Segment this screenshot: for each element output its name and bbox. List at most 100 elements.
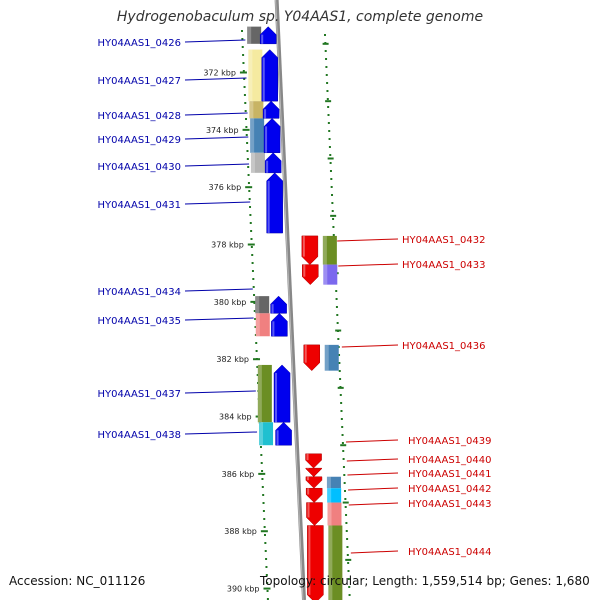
cog-box xyxy=(255,296,270,314)
cog-box xyxy=(250,118,265,153)
accession-value: NC_011126 xyxy=(76,574,146,588)
cog-box xyxy=(250,152,265,173)
gene-arrow[interactable] xyxy=(307,525,324,600)
gene-arrow[interactable] xyxy=(266,172,283,234)
topology-value: circular xyxy=(319,574,365,588)
gene-arrow[interactable] xyxy=(303,344,320,372)
label-leader xyxy=(341,344,399,348)
gene-arrow[interactable] xyxy=(261,49,279,102)
label-leader xyxy=(338,263,399,267)
gene-arrow[interactable] xyxy=(273,364,291,423)
genome-backbone xyxy=(274,0,306,600)
ruler-label: 388 kbp xyxy=(224,527,257,536)
ruler-label: 380 kbp xyxy=(214,298,247,307)
cog-box xyxy=(326,476,341,489)
cog-box xyxy=(259,422,274,446)
topology-label: Topology: xyxy=(260,574,317,588)
cog-box xyxy=(257,364,272,423)
cog-box xyxy=(255,313,270,337)
gene-label[interactable]: HY04AAS1_0436 xyxy=(402,341,485,352)
label-leader xyxy=(184,288,253,292)
gene-label[interactable]: HY04AAS1_0426 xyxy=(98,38,181,49)
gene-label[interactable]: HY04AAS1_0434 xyxy=(98,287,181,298)
gene-arrow[interactable] xyxy=(275,421,292,446)
cog-box xyxy=(327,488,342,503)
gene-arrow[interactable] xyxy=(259,26,277,45)
gene-arrow[interactable] xyxy=(302,264,319,286)
genes-value: 1,680 xyxy=(555,574,590,588)
gene-arrow[interactable] xyxy=(306,502,323,526)
label-leader xyxy=(337,238,399,242)
map-title: Hydrogenobaculum sp. Y04AAS1, complete g… xyxy=(116,9,484,25)
label-leader xyxy=(184,39,246,43)
gene-arrow[interactable] xyxy=(305,467,323,478)
cog-box xyxy=(328,525,343,600)
gene-arrow[interactable] xyxy=(271,312,288,337)
ruler: 372 kbp 374 kbp 376 kbp 378 kbp 380 kbp 382 k… xyxy=(203,42,352,594)
gene-arrow[interactable] xyxy=(305,487,323,503)
cog-box xyxy=(249,101,264,119)
ruler-label: 376 kbp xyxy=(209,183,242,192)
cog-box xyxy=(324,344,339,371)
label-leader xyxy=(346,458,399,462)
gene-arrow[interactable] xyxy=(270,295,287,314)
length-label: Length: xyxy=(372,574,418,588)
gene-arrow[interactable] xyxy=(262,100,280,119)
gene-label[interactable]: HY04AAS1_0443 xyxy=(408,499,491,510)
label-leader xyxy=(348,502,399,506)
gene-label[interactable]: HY04AAS1_0435 xyxy=(98,316,181,327)
gene-label[interactable]: HY04AAS1_0437 xyxy=(98,389,181,400)
ruler-label: 378 kbp xyxy=(211,241,244,250)
label-leader xyxy=(184,136,249,140)
label-leader xyxy=(184,77,247,81)
cog-box xyxy=(247,26,262,44)
accession-label: Accession: xyxy=(9,574,73,588)
gene-labels: HY04AAS1_0426 HY04AAS1_0427 HY04AAS1_0428 H… xyxy=(98,38,492,558)
ruler-label: 382 kbp xyxy=(216,355,249,364)
gene-track xyxy=(259,26,324,600)
gene-label[interactable]: HY04AAS1_0427 xyxy=(98,76,181,87)
label-leader xyxy=(184,112,248,116)
gene-label[interactable]: HY04AAS1_0429 xyxy=(98,135,181,146)
gene-arrow[interactable] xyxy=(305,476,323,489)
gene-arrow[interactable] xyxy=(301,235,319,265)
dotted-guides xyxy=(241,30,351,600)
gene-label[interactable]: HY04AAS1_0441 xyxy=(408,469,491,480)
label-leader xyxy=(184,317,254,321)
gene-arrow[interactable] xyxy=(305,453,322,469)
cog-box xyxy=(323,264,338,285)
length-value: 1,559,514 bp xyxy=(421,574,502,588)
ruler-label: 390 kbp xyxy=(227,585,260,594)
cog-box xyxy=(322,235,337,265)
label-leader xyxy=(184,390,256,394)
gene-arrow[interactable] xyxy=(264,152,282,174)
label-leader xyxy=(350,550,399,554)
gene-label[interactable]: HY04AAS1_0444 xyxy=(408,547,491,558)
label-leader xyxy=(184,163,250,167)
cog-track xyxy=(247,26,343,600)
gene-label[interactable]: HY04AAS1_0432 xyxy=(402,235,485,246)
gene-label[interactable]: HY04AAS1_0433 xyxy=(402,260,485,271)
accession-info: Accession: NC_011126 xyxy=(9,574,145,588)
ruler-label: 372 kbp xyxy=(203,69,236,78)
cog-box xyxy=(248,49,263,102)
label-leader xyxy=(345,439,399,443)
gene-label[interactable]: HY04AAS1_0438 xyxy=(98,430,181,441)
gene-label[interactable]: HY04AAS1_0430 xyxy=(98,162,181,173)
label-leader xyxy=(348,487,399,491)
label-leader xyxy=(184,431,258,435)
ruler-label: 374 kbp xyxy=(206,126,239,135)
label-leader xyxy=(347,472,399,476)
genome-summary: Topology: circular; Length: 1,559,514 bp… xyxy=(260,574,590,588)
gene-label[interactable]: HY04AAS1_0442 xyxy=(408,484,491,495)
gene-label[interactable]: HY04AAS1_0440 xyxy=(408,455,491,466)
gene-arrow[interactable] xyxy=(263,118,281,154)
ruler-label: 386 kbp xyxy=(222,470,255,479)
gene-label[interactable]: HY04AAS1_0439 xyxy=(408,436,491,447)
ruler-label: 384 kbp xyxy=(219,413,252,422)
gene-label[interactable]: HY04AAS1_0431 xyxy=(98,200,181,211)
genes-label: Genes: xyxy=(509,574,552,588)
gene-label[interactable]: HY04AAS1_0428 xyxy=(98,111,181,122)
